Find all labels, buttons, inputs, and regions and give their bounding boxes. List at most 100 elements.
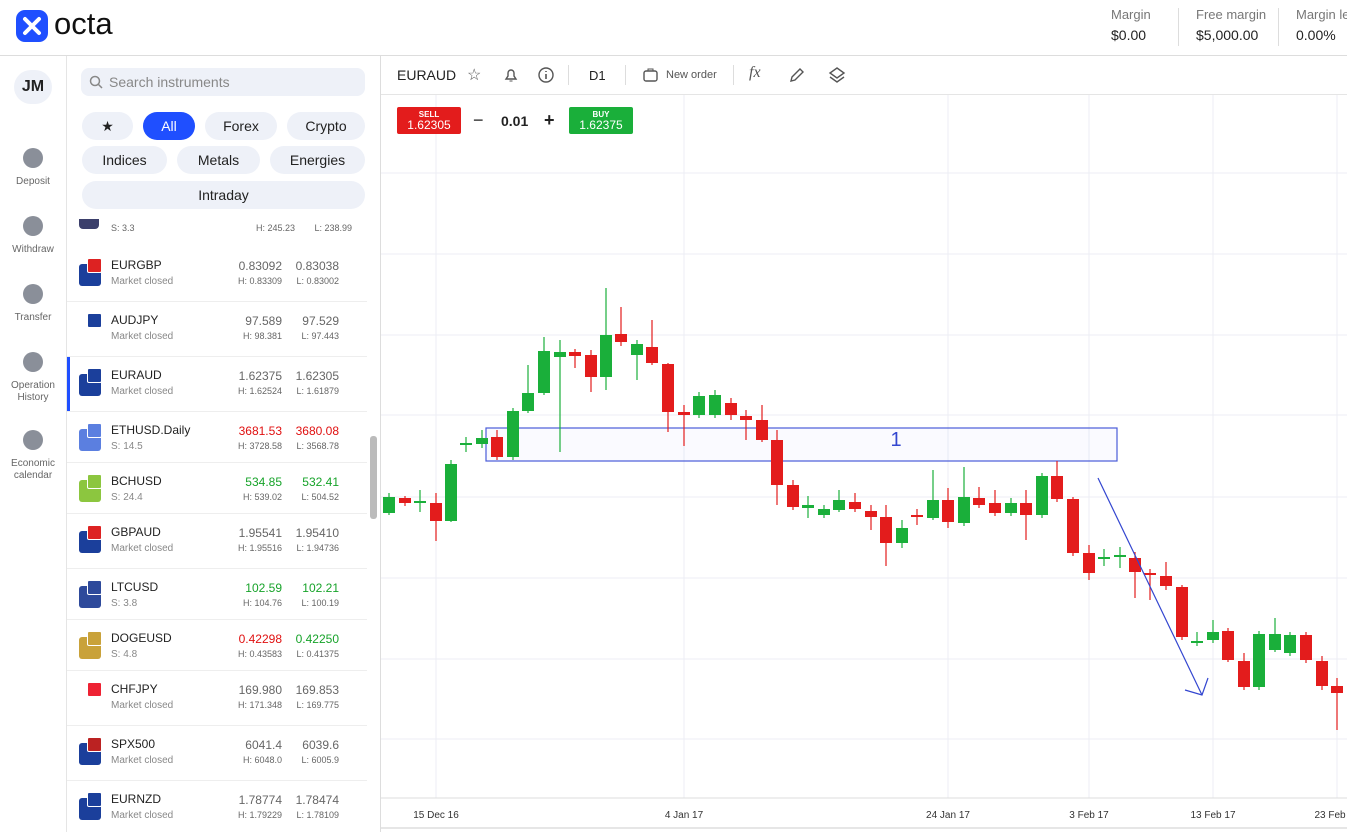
nav-icon[interactable]: [23, 430, 43, 450]
separator: [1278, 8, 1279, 46]
buy-button[interactable]: BUY 1.62375: [569, 107, 633, 134]
star-icon[interactable]: ☆: [467, 67, 482, 84]
search-placeholder: Search instruments: [109, 74, 230, 90]
row-bid: 1.95541: [238, 526, 282, 540]
filter-tab[interactable]: Metals: [177, 146, 260, 174]
instrument-row[interactable]: EURAUD Market closed 1.62375 1.62305 H: 1.62…: [67, 357, 367, 412]
candle-body: [1207, 632, 1219, 640]
filter-tab[interactable]: Energies: [270, 146, 365, 174]
instrument-row[interactable]: CHFJPY Market closed 169.980 169.853 H: 171.…: [67, 671, 367, 726]
row-low: L: 97.443: [301, 331, 339, 341]
nav-icon[interactable]: [23, 352, 43, 372]
candle-body: [756, 420, 768, 440]
draw-icon[interactable]: [788, 66, 806, 84]
annotation-label: 1: [890, 429, 901, 451]
instrument-row[interactable]: LTCUSD S: 3.8 102.59 102.21 H: 104.76 L: 100.…: [67, 569, 367, 620]
order-icon[interactable]: [642, 66, 660, 84]
row-name: EURNZD: [111, 792, 161, 806]
row-name: SPX500: [111, 737, 156, 751]
nav-label[interactable]: Withdraw: [12, 244, 54, 255]
row-bid: 1.78774: [238, 793, 282, 807]
candle-body: [927, 500, 939, 518]
row-high: H: 98.381: [242, 331, 282, 341]
candle-body: [709, 395, 721, 415]
search-box[interactable]: Search instruments: [81, 68, 365, 96]
candle-body: [1005, 503, 1017, 513]
row-name: DOGEUSD: [111, 631, 172, 645]
filter-tab[interactable]: Crypto: [287, 112, 365, 140]
bell-icon[interactable]: [502, 66, 520, 84]
row-high: H: 1.79229: [237, 810, 282, 820]
row-low: L: 169.775: [296, 700, 339, 710]
filter-tab[interactable]: Indices: [82, 146, 167, 174]
candle-body: [1176, 587, 1188, 637]
candle-body: [1269, 634, 1281, 650]
candle-body: [1144, 573, 1156, 575]
x-tick-label: 13 Feb 17: [1190, 810, 1235, 821]
row-info: Market closed: [111, 810, 174, 821]
row-ask: 1.62305: [295, 369, 339, 383]
candle-body: [1238, 661, 1250, 687]
row-ask: 102.21: [302, 581, 339, 595]
candle-body: [646, 347, 658, 363]
lot-minus[interactable]: −: [473, 110, 484, 130]
row-low: L: 1.61879: [296, 386, 339, 396]
price-chart: 15 Dec 16 4 Jan 17 24 Jan 17 3 Feb 17 13 Feb…: [381, 95, 1347, 829]
filter-tab[interactable]: Forex: [205, 112, 277, 140]
sell-button[interactable]: SELL 1.62305: [397, 107, 461, 134]
row-info: Market closed: [111, 331, 174, 342]
instrument-row[interactable]: ETHUSD.Daily S: 14.5 3681.53 3680.08 H: 3728…: [67, 412, 367, 463]
lot-plus[interactable]: +: [544, 110, 555, 130]
candle-body: [600, 335, 612, 377]
nav-label[interactable]: Transfer: [14, 312, 52, 323]
row-ask: 97.529: [302, 314, 339, 328]
instrument-row[interactable]: SPX500 Market closed 6041.4 6039.6 H: 6048.0…: [67, 726, 367, 781]
row-icon-badge: [87, 474, 102, 489]
row-high: H: 245.23: [255, 223, 295, 233]
candle-body: [740, 416, 752, 420]
nav-icon[interactable]: [23, 284, 43, 304]
side-nav: JM Deposit Withdraw Transfer Operation Hist…: [0, 56, 67, 832]
instrument-row[interactable]: DOGEUSD S: 4.8 0.42298 0.42250 H: 0.43583 L: …: [67, 620, 367, 671]
nav-label[interactable]: Operation History: [11, 380, 55, 403]
nav-label[interactable]: Deposit: [16, 176, 50, 187]
row-ask: 6039.6: [302, 738, 339, 752]
layers-icon[interactable]: [828, 66, 846, 84]
lot[interactable]: 0.01: [501, 113, 529, 129]
new-order[interactable]: New order: [666, 69, 717, 81]
row-name: GBPAUD: [111, 525, 161, 539]
indicators-icon[interactable]: fx: [749, 64, 761, 81]
instruments-panel: Search instruments ★ All Forex Crypto Indic…: [67, 56, 381, 832]
scrollbar[interactable]: [370, 436, 377, 519]
row-icon-badge: [87, 682, 102, 697]
candle-body: [833, 500, 845, 510]
candle-body: [911, 515, 923, 517]
filter-tab[interactable]: Intraday: [82, 181, 365, 209]
instrument-row[interactable]: AUDJPY Market closed 97.589 97.529 H: 98.381…: [67, 302, 367, 357]
instrument-row[interactable]: GBPAUD Market closed 1.95541 1.95410 H: 1.95…: [67, 514, 367, 569]
candle-body: [460, 443, 472, 445]
nav-icon[interactable]: [23, 148, 43, 168]
row-low: L: 504.52: [301, 492, 339, 502]
timeframe[interactable]: D1: [589, 68, 606, 83]
row-info: Market closed: [111, 543, 174, 554]
header: octa Margin $0.00 Free margin $5,000.00 Marg…: [0, 0, 1347, 56]
candle-body: [1300, 635, 1312, 660]
instrument-row[interactable]: EURNZD Market closed 1.78774 1.78474 H: 1.79…: [67, 781, 367, 832]
stat-label: Margin: [1111, 7, 1151, 22]
favorites-tab[interactable]: ★: [82, 112, 133, 140]
nav-label[interactable]: Economic calendar: [11, 458, 55, 481]
row-name: EURAUD: [111, 368, 162, 382]
row-icon-badge: [87, 258, 102, 273]
instrument-row[interactable]: BCHUSD S: 24.4 534.85 532.41 H: 539.02 L: 504…: [67, 463, 367, 514]
nav-icon[interactable]: [23, 216, 43, 236]
row-bid: 102.59: [245, 581, 282, 595]
row-info: S: 4.8: [111, 649, 138, 660]
row-low: L: 1.78109: [296, 810, 339, 820]
filter-tab[interactable]: All: [143, 112, 195, 140]
avatar[interactable]: JM: [14, 70, 52, 104]
row-high: H: 171.348: [237, 700, 282, 710]
row-bid: 97.589: [245, 314, 282, 328]
info-icon[interactable]: [537, 66, 555, 84]
instrument-row[interactable]: EURGBP Market closed 0.83092 0.83038 H: 0.83…: [67, 247, 367, 302]
